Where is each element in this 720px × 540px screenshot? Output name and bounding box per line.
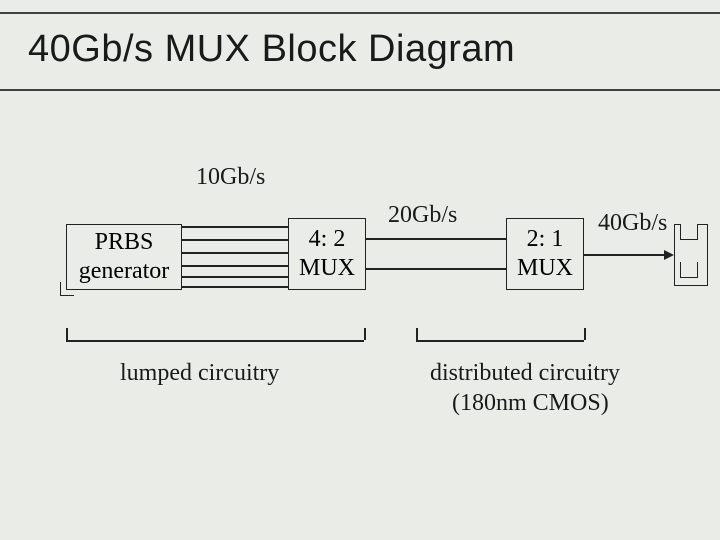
wire xyxy=(182,276,288,278)
wire xyxy=(366,268,506,270)
prbs-generator-block: PRBS generator xyxy=(66,224,182,290)
section-label-distributed-2: (180nm CMOS) xyxy=(452,390,609,417)
output-notch-bottom xyxy=(680,262,698,278)
block-diagram: PRBS generator 4: 2 MUX 2: 1 MUX 10Gb/s … xyxy=(0,0,720,540)
prbs-label-2: generator xyxy=(79,257,170,286)
wire xyxy=(182,226,288,228)
section-label-distributed-1: distributed circuitry xyxy=(430,360,620,387)
mux42-label-1: 4: 2 xyxy=(309,225,346,254)
mux21-label-2: MUX xyxy=(517,254,573,283)
wire xyxy=(182,265,288,267)
mux-2-1-block: 2: 1 MUX xyxy=(506,218,584,290)
wire xyxy=(366,238,506,240)
wire xyxy=(182,252,288,254)
mux-4-2-block: 4: 2 MUX xyxy=(288,218,366,290)
arrowhead-icon xyxy=(664,250,674,260)
prbs-label-1: PRBS xyxy=(95,228,154,257)
wire xyxy=(182,286,288,288)
mux21-label-1: 2: 1 xyxy=(527,225,564,254)
rate-label-10g: 10Gb/s xyxy=(196,164,265,191)
rate-label-20g: 20Gb/s xyxy=(388,202,457,229)
section-label-lumped: lumped circuitry xyxy=(120,360,279,387)
wire xyxy=(584,254,664,256)
output-notch-top xyxy=(680,224,698,240)
prbs-corner-notch xyxy=(60,282,74,296)
mux42-label-2: MUX xyxy=(299,254,355,283)
rate-label-40g: 40Gb/s xyxy=(598,210,667,237)
wire xyxy=(182,239,288,241)
